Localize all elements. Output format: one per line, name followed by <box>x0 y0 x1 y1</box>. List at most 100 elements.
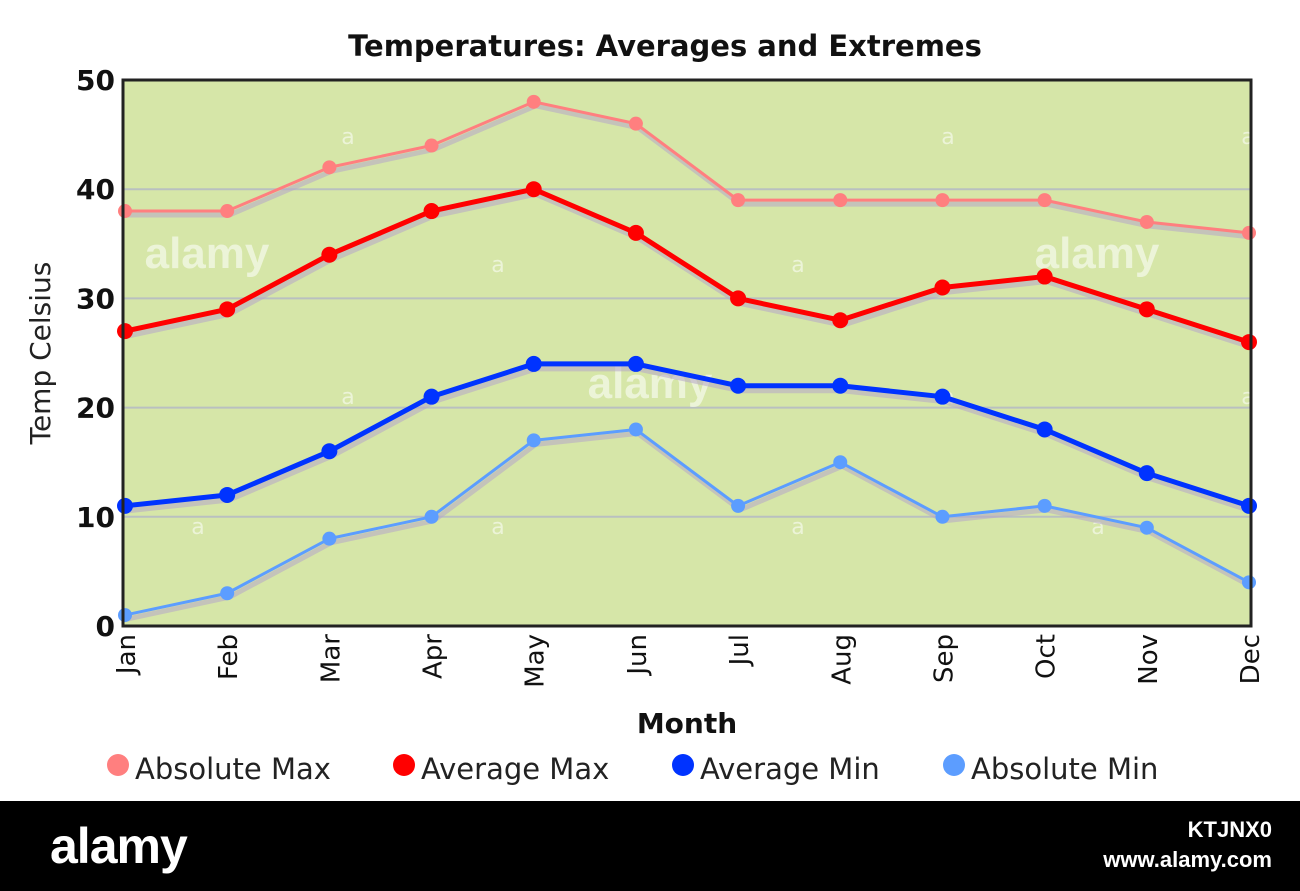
x-tick-label: Mar <box>316 634 346 683</box>
series-line <box>124 186 1250 345</box>
y-tick-label: 20 <box>76 392 115 425</box>
plot-border <box>121 78 1253 628</box>
data-point <box>423 203 440 220</box>
data-point <box>423 388 440 405</box>
legend-label: Absolute Min <box>971 752 1158 786</box>
x-tick-label: May <box>521 634 551 688</box>
data-point <box>627 224 644 241</box>
data-point <box>833 193 848 208</box>
series-average-max <box>117 181 1257 351</box>
data-point <box>118 204 132 219</box>
legend-marker <box>107 754 129 776</box>
watermark-letter: a <box>941 125 954 150</box>
data-point <box>526 94 541 109</box>
data-point <box>628 116 643 131</box>
series-shadow <box>126 364 1253 514</box>
data-point <box>1036 268 1053 285</box>
data-point <box>934 279 951 296</box>
legend-label: Absolute Max <box>135 752 331 786</box>
x-tick-label: Sep <box>929 634 959 683</box>
legend-marker <box>943 754 965 776</box>
y-tick-label: 30 <box>76 282 115 315</box>
y-tick-label: 50 <box>76 64 115 97</box>
legend: Absolute Max Average Max Average Min Absolu… <box>107 752 1158 786</box>
data-point <box>730 290 747 307</box>
legend-label: Average Max <box>421 752 609 786</box>
data-point <box>1037 193 1052 208</box>
y-axis-ticks: 0 10 20 30 40 50 <box>76 64 115 643</box>
legend-label: Average Min <box>700 752 880 786</box>
data-point <box>219 301 236 318</box>
legend-item: Absolute Max <box>107 752 331 786</box>
data-point <box>1241 334 1257 351</box>
watermark-letter: a <box>1241 385 1254 410</box>
series-line <box>124 427 1250 617</box>
data-point <box>1241 497 1257 514</box>
data-point <box>424 509 439 524</box>
data-point <box>934 388 951 405</box>
image-id: KTJNX0 <box>1187 817 1272 842</box>
watermark-letter: a <box>491 253 504 278</box>
data-point <box>321 443 338 460</box>
data-point <box>832 312 849 329</box>
series-group <box>117 94 1257 623</box>
x-tick-label: Oct <box>1032 634 1062 679</box>
data-point <box>627 355 644 372</box>
x-axis-ticks: Jan Feb Mar Apr May Jun Jul Aug Sep Oct Nov Dec <box>112 634 1266 688</box>
data-point <box>322 160 337 175</box>
watermark-letter: a <box>1241 125 1254 150</box>
x-tick-label: Jun <box>623 634 653 677</box>
watermark-letter: a <box>191 515 204 540</box>
x-tick-label: Nov <box>1134 634 1164 685</box>
series-line <box>125 100 1250 235</box>
series-shadow <box>126 430 1253 622</box>
watermark-letter: a <box>791 253 804 278</box>
data-point <box>526 433 541 448</box>
y-tick-label: 0 <box>96 610 115 643</box>
chart-title: Temperatures: Averages and Extremes <box>348 29 982 63</box>
data-point <box>628 422 643 437</box>
data-point <box>730 377 747 394</box>
data-point <box>525 181 542 198</box>
data-point <box>424 138 439 153</box>
y-tick-label: 10 <box>76 501 115 534</box>
x-tick-label: Feb <box>214 634 244 680</box>
x-axis-label: Month <box>637 707 737 740</box>
data-point <box>1138 301 1155 318</box>
data-point <box>219 486 236 503</box>
data-point <box>832 377 849 394</box>
x-tick-label: Aug <box>827 634 857 685</box>
data-point <box>1242 225 1256 240</box>
data-point <box>935 193 950 208</box>
data-point <box>322 531 337 546</box>
legend-marker <box>393 754 415 776</box>
data-point <box>117 323 133 340</box>
series-absolute-min <box>118 422 1256 623</box>
watermark-letter: a <box>341 125 354 150</box>
watermark-footer: alamy KTJNX0 www.alamy.com <box>0 801 1300 891</box>
watermark-text: alamy <box>1035 229 1160 278</box>
watermark-letter: a <box>791 515 804 540</box>
series-line <box>124 361 1250 509</box>
data-point <box>220 204 235 219</box>
data-point <box>220 586 235 601</box>
plot-area <box>123 80 1251 626</box>
data-point <box>117 497 133 514</box>
data-point <box>833 455 848 470</box>
series-average-min <box>117 355 1257 514</box>
x-tick-label: Jan <box>112 634 142 676</box>
data-point <box>935 509 950 524</box>
legend-item: Average Min <box>672 752 880 786</box>
legend-item: Average Max <box>393 752 609 786</box>
series-shadow <box>127 103 1252 240</box>
data-point <box>321 246 338 263</box>
x-tick-label: Dec <box>1236 634 1266 684</box>
data-point <box>1139 520 1154 535</box>
y-tick-label: 40 <box>76 173 115 206</box>
image-id-block: KTJNX0 www.alamy.com <box>1103 815 1272 875</box>
footer-url: www.alamy.com <box>1103 847 1272 872</box>
watermark-letter: a <box>341 385 354 410</box>
data-point <box>1037 498 1052 513</box>
data-point <box>1036 421 1053 438</box>
legend-item: Absolute Min <box>943 752 1158 786</box>
